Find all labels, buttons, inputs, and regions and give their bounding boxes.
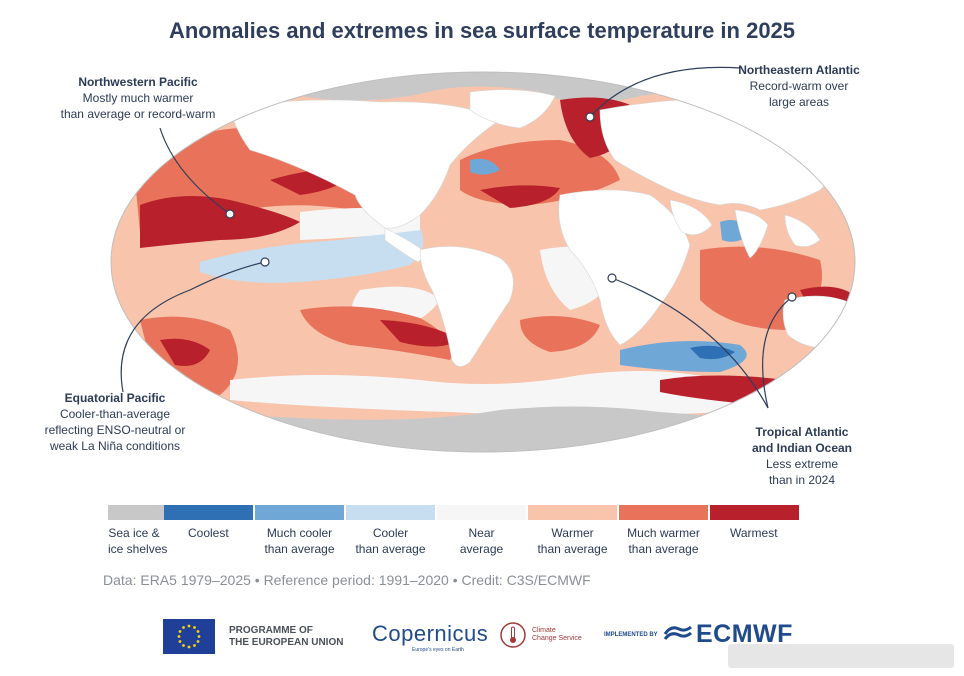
legend-label: Sea ice & ice shelves [108, 526, 168, 556]
annotation-text: than in 2024 [768, 473, 836, 487]
legend-item-coolest: Coolest [164, 505, 253, 540]
legend-item-warmer: Warmer than average [528, 505, 617, 556]
ecmwf-icon [663, 625, 692, 640]
legend-item-much-cooler: Much cooler than average [255, 505, 344, 556]
annotation-text: weak La Niña conditions [49, 439, 181, 453]
annotation-text: reflecting ENSO-neutral or [44, 423, 186, 437]
implemented-by-text: IMPLEMENTED BY [604, 632, 658, 638]
copernicus-logo: Copernicus [372, 621, 489, 646]
legend-item-sea-ice: Sea ice & ice shelves [108, 505, 197, 556]
annotation-equatorial-pacific: Equatorial Pacific Cooler-than-average r… [40, 390, 190, 454]
chart-title: Anomalies and extremes in sea surface te… [168, 18, 796, 43]
south-pacific-warm [300, 306, 452, 360]
north-atlantic-warmest [480, 185, 560, 208]
legend-swatch [346, 505, 435, 520]
globe-outline [110, 71, 856, 453]
annotation-text: Mostly much warmer [82, 91, 194, 105]
antarctica [111, 406, 855, 452]
logo-strip: PROGRAMME OF THE EUROPEAN UNION Copernic… [0, 610, 964, 666]
legend-label: Warmest [730, 526, 778, 540]
legend-swatch [619, 505, 708, 520]
eu-flag-icon [163, 619, 215, 654]
annotation-ne-atlantic: Northeastern Atlantic Record-warm over l… [730, 62, 868, 110]
c3s-icon [500, 622, 526, 648]
arabia [669, 199, 713, 236]
land [229, 89, 855, 367]
legend-label: Coolest [188, 526, 229, 540]
south-america [419, 246, 514, 367]
legend-item-near-average: Near average [437, 505, 526, 556]
south-pacific-warmest [380, 320, 460, 347]
annotation-heading: Northwestern Pacific [78, 75, 198, 89]
legend-label: Cooler than average [355, 526, 426, 556]
southeast-asia [784, 214, 821, 247]
labrador-cool [470, 158, 500, 175]
legend-swatch [437, 505, 526, 520]
c3s-text: Climate Change Service [532, 627, 582, 642]
annotation-text: Less extreme [765, 457, 839, 471]
greenland [469, 89, 556, 129]
equatorial-pacific-cool [200, 228, 424, 283]
legend-swatch [710, 505, 799, 520]
annotation-text: Record-warm over [749, 79, 849, 93]
africa [558, 189, 691, 346]
sw-pacific-warmest [160, 338, 210, 366]
annotation-tropical-atlantic-indian: Tropical Atlantic and Indian Ocean Less … [740, 424, 864, 488]
nw-pacific-warmest [140, 196, 300, 248]
legend-item-much-warmer: Much warmer than average [619, 505, 708, 556]
legend-swatch [528, 505, 617, 520]
legend-swatch [255, 505, 344, 520]
annotation-markers [225, 112, 797, 302]
annotation-text: than average or record-warm [60, 107, 216, 121]
eu-programme-text: PROGRAMME OF THE EUROPEAN UNION [229, 625, 344, 648]
annotation-text: large areas [768, 95, 830, 109]
north-america [229, 99, 501, 229]
watermark-overlay [728, 644, 954, 668]
legend-item-warmest: Warmest [710, 505, 799, 540]
legend-item-cooler: Cooler than average [346, 505, 435, 556]
legend-label: Near average [459, 526, 504, 556]
legend-label: Warmer than average [537, 526, 608, 556]
south-atlantic-warm [520, 316, 600, 352]
annotation-heading: and Indian Ocean [751, 441, 853, 455]
legend-swatch [164, 505, 253, 520]
leader-lines [120, 66, 793, 409]
southern-ocean-near [230, 371, 760, 416]
legend-label: Much warmer than average [627, 526, 700, 556]
annotation-nw-pacific: Northwestern Pacific Mostly much warmer … [58, 74, 218, 122]
legend-label: Much cooler than average [264, 526, 335, 556]
annotation-heading: Equatorial Pacific [64, 391, 166, 405]
annotation-heading: Tropical Atlantic [755, 425, 849, 439]
data-credit: Data: ERA5 1979–2025 • Reference period:… [103, 572, 591, 588]
india [734, 209, 769, 259]
sst-anomaly-map [110, 66, 856, 453]
annotation-text: Cooler-than-average [59, 407, 171, 421]
ecmwf-logo: ECMWF [696, 620, 793, 648]
copernicus-tagline: Europe's eyes on Earth [412, 647, 464, 653]
annotation-heading: Northeastern Atlantic [738, 63, 860, 77]
